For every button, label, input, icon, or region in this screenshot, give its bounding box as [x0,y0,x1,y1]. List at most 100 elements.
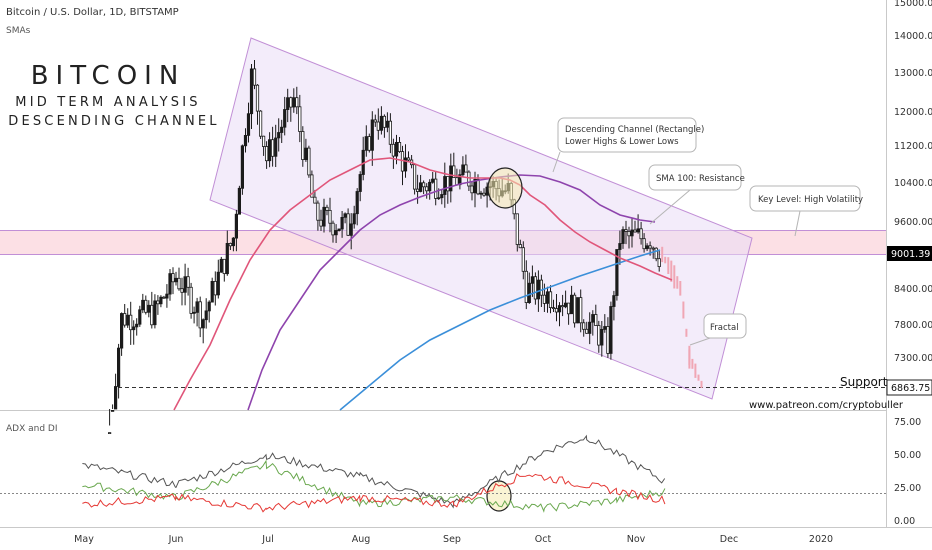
candle [213,280,217,296]
candle [630,229,634,237]
candle [186,276,190,288]
candle [397,141,402,152]
candle [561,305,565,308]
candle [355,191,359,215]
current-price-badge [887,246,932,261]
price-tick: 8400.00 [894,284,932,295]
candle [536,279,541,300]
price-tick: 11200.00 [894,141,932,152]
candle [201,319,205,329]
fractal-candle [685,328,688,337]
candle [237,187,241,215]
candle [415,188,420,192]
candle [539,279,544,296]
candle [394,141,399,157]
candle [464,164,468,173]
candle [573,294,577,324]
candle [421,182,426,188]
candle [576,297,580,324]
candle [289,97,293,108]
candle [138,309,142,325]
candle [603,326,607,330]
candle [618,243,622,250]
price-axis[interactable]: 15000.00 14000.00 13000.00 12000.00 1120… [894,0,932,364]
candle [382,115,387,128]
candle [147,304,151,313]
candle [280,126,284,133]
candle [180,288,184,293]
candle [557,305,562,313]
candle [316,202,320,221]
candle [352,213,356,225]
candle [470,185,474,194]
candle [225,242,229,275]
candle [570,294,574,315]
candle [551,307,556,310]
candle [126,314,130,326]
callout-fractal [689,313,747,346]
candle [518,244,522,249]
candle [346,213,350,236]
candle [198,301,202,329]
candle [219,258,223,273]
candle [108,432,112,435]
fractal-candle [676,276,679,289]
adx-pane[interactable] [0,411,886,526]
candle [216,271,220,296]
adx-pane-title[interactable]: ADX and DI [6,424,58,434]
candle [425,186,429,192]
candle [159,296,163,305]
candle [554,308,559,313]
candle [385,120,390,128]
candle [331,222,335,236]
channel-note-2: Lower Highs & Lower Lows [565,137,679,147]
candle [150,304,154,326]
callout-sma-100 [648,164,742,225]
time-label: 2020 [809,534,833,545]
fractal-candle [682,301,685,319]
candle [651,247,655,250]
support-price-badge [886,379,932,396]
candle [657,258,661,268]
candle [388,120,393,145]
candle [515,213,519,245]
overlay-title-main: BITCOIN [31,61,186,91]
price-tick: 15000.00 [894,0,932,9]
candle [367,136,371,151]
candle [636,228,640,233]
fractal-candle [670,260,673,282]
time-label: Nov [627,534,646,545]
candle [322,206,326,227]
candle [621,229,625,244]
candle [349,223,353,236]
candle [313,196,317,204]
candle [156,300,160,305]
candle [579,297,583,324]
candle [606,326,610,354]
candle [168,273,172,295]
candle [123,313,127,326]
indicator-legend[interactable]: SMAs [6,26,31,36]
time-axis[interactable]: May Jun Jul Aug Sep Oct Nov Dec 2020 [74,534,833,545]
candle [443,176,447,195]
sma-100-line [247,174,656,411]
candle [440,194,444,199]
candle [633,229,637,233]
fractal-candle [700,380,703,388]
symbol-header[interactable]: Bitcoin / U.S. Dollar, 1D, BITSTAMP [6,7,179,18]
candle [624,229,628,232]
candle [654,247,658,260]
adx-axis[interactable]: 75.00 50.00 25.00 0.00 [894,417,921,527]
candle [243,134,248,147]
fractal-candle [694,363,697,378]
candle [129,314,133,331]
fractal-candle [697,374,700,381]
candle [431,178,435,183]
channel-note-1: Descending Channel (Rectangle) [565,125,704,135]
candle [301,131,305,161]
fractal-candle [661,246,664,263]
candle [428,181,432,192]
candle [521,247,525,272]
candle [328,209,332,224]
time-label: Oct [535,534,552,545]
